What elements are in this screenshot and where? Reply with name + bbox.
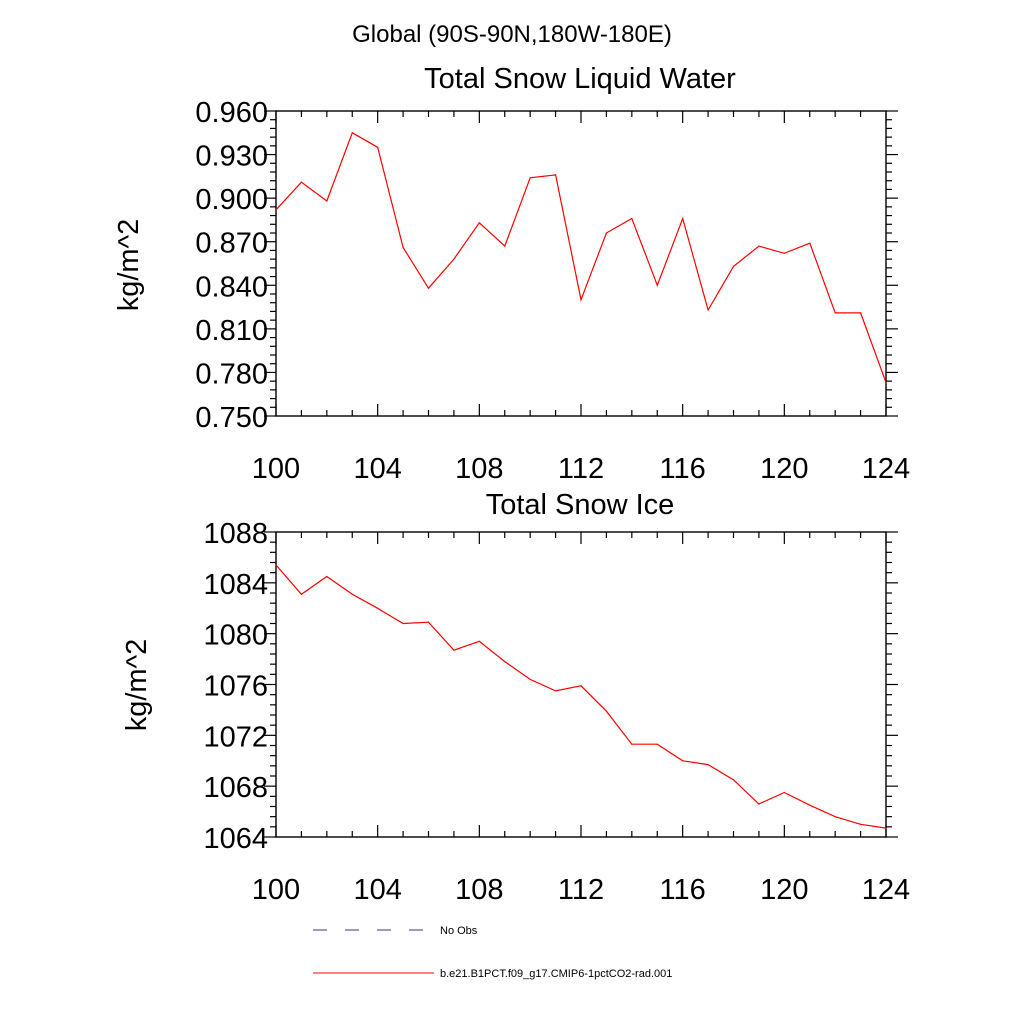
data-point [834,816,836,818]
data-point [275,209,277,211]
x-tick-label: 108 [455,453,503,485]
x-tick-label: 100 [252,874,300,906]
data-point [427,621,430,623]
data-point [885,381,887,384]
y-tick-label: 1064 [203,823,268,855]
x-tick-label: 116 [660,874,706,906]
panel-snow-ice: Total Snow Ice kg/m^2 100 104 108 112 116 120… [121,489,910,906]
plot-frame [275,531,887,838]
page-title: Global (90S-90N,180W-180E) [352,21,672,48]
data-point [707,763,709,766]
data-point [554,174,557,176]
data-point [326,575,328,578]
y-tick-label: 1088 [203,518,268,550]
x-tick-label: 120 [760,453,808,485]
y-tick-label: 0.750 [195,402,268,434]
x-tick-label: 124 [862,453,910,485]
y-tick-label: 0.870 [195,228,268,260]
y-axis-label: kg/m^2 [121,639,153,732]
data-point [529,177,531,179]
data-point [275,564,277,566]
data-point [351,132,353,134]
plot-frame [275,110,887,417]
y-axis-label: kg/m^2 [113,219,145,312]
data-point [656,743,658,745]
x-tick-label: 116 [660,453,706,485]
data-point [834,312,836,314]
data-point [300,181,303,183]
data-point [758,803,760,805]
data-point [529,678,531,681]
y-tick-label: 1068 [203,772,268,804]
y-tick-label: 1076 [203,671,268,703]
data-point [478,222,480,224]
x-tick-label: 124 [862,874,910,906]
data-point [351,593,353,595]
x-tick-label: 100 [252,453,300,485]
legend: No Obs b.e21.B1PCT.f09_g17.CMIP6-1pctCO2… [313,925,672,980]
data-point [809,242,811,244]
data-point [605,232,608,234]
data-point [554,690,557,692]
data-point [402,246,404,249]
x-tick-label: 104 [353,874,401,906]
y-tick-label: 0.930 [195,141,268,173]
data-point [859,312,862,314]
data-point [631,217,633,220]
data-point [580,299,582,301]
y-tick-label: 0.840 [195,271,268,303]
data-point [478,640,480,642]
data-point [300,593,303,595]
panel-title: Total Snow Liquid Water [424,63,736,95]
legend-label-no-obs: No Obs [440,925,478,937]
data-point [580,685,582,687]
data-point [605,710,608,712]
data-point [783,791,785,794]
y-tick-label: 0.810 [195,315,268,347]
data-point [707,309,709,311]
data-point [402,622,404,625]
x-tick-label: 112 [558,874,604,906]
data-point [885,827,887,829]
data-point [809,804,811,806]
data-point [427,287,430,289]
x-tick-label: 112 [558,453,604,485]
y-tick-label: 1084 [203,569,268,601]
data-point [859,823,862,825]
data-point [453,258,455,260]
panel-snow-liquid-water: Total Snow Liquid Water kg/m^2 100 104 108… [113,63,910,485]
data-point [758,245,760,247]
y-tick-label: 1072 [203,721,268,753]
data-point [504,245,506,247]
data-point [504,661,506,663]
series-line [275,131,887,383]
y-tick-label: 1080 [203,620,268,652]
data-point [783,252,785,254]
x-tick-label: 104 [353,453,401,485]
data-point [453,649,455,651]
series-line [275,564,887,829]
data-point [682,760,684,762]
data-point [631,743,633,745]
panel-title: Total Snow Ice [486,489,675,521]
y-tick-label: 0.900 [195,184,268,216]
data-point [656,284,658,286]
data-point [682,217,684,220]
x-tick-label: 120 [760,874,808,906]
y-tick-label: 0.780 [195,358,268,390]
data-point [377,146,379,148]
data-point [732,779,735,781]
data-point [732,265,735,268]
data-point [377,607,379,609]
x-tick-label: 108 [455,874,503,906]
y-tick-label: 0.960 [195,97,268,129]
legend-label-model: b.e21.B1PCT.f09_g17.CMIP6-1pctCO2-rad.00… [440,968,672,980]
data-point [326,200,328,202]
